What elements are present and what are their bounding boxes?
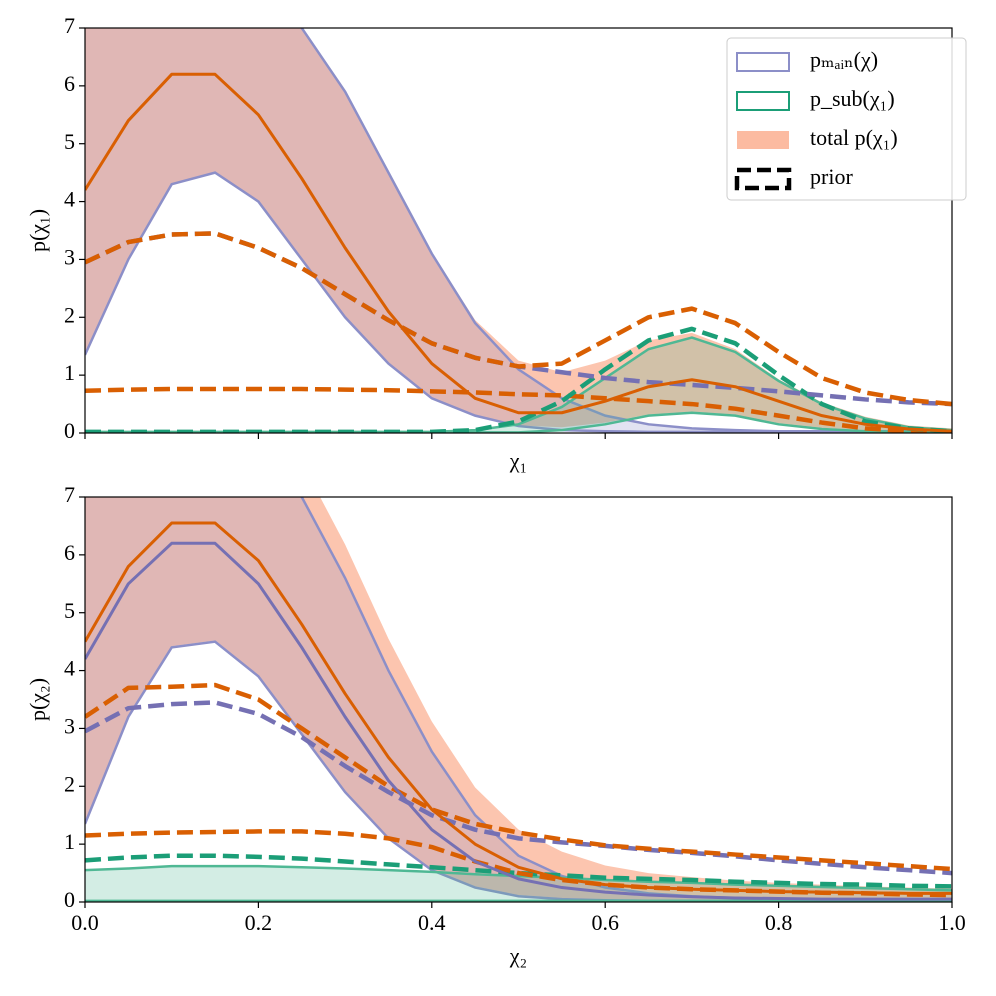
median-line bbox=[85, 521, 952, 895]
prior-line bbox=[85, 386, 952, 433]
x-tick-label: 0.0 bbox=[71, 910, 99, 935]
x-tick-label: 0.6 bbox=[591, 910, 619, 935]
y-tick-label: 7 bbox=[64, 482, 75, 507]
y-tick-label: 5 bbox=[64, 129, 75, 154]
y-tick-label: 4 bbox=[64, 187, 75, 212]
draws-fill bbox=[85, 28, 952, 432]
legend-box bbox=[726, 37, 967, 201]
legend-label: pₘₐᵢₙ(χ) bbox=[810, 47, 878, 72]
y-tick-label: 5 bbox=[64, 598, 75, 623]
x-tick-label: 0.4 bbox=[418, 910, 446, 935]
y-tick-label: 7 bbox=[64, 13, 75, 38]
y-tick-label: 1 bbox=[64, 360, 75, 385]
band-edge bbox=[85, 864, 952, 892]
median-line bbox=[85, 541, 952, 901]
band-edge bbox=[85, 171, 952, 433]
y-tick-label: 3 bbox=[64, 244, 75, 269]
x-axis-label: χ₂ bbox=[509, 943, 527, 968]
plot-area bbox=[85, 497, 952, 902]
y-tick-label: 0 bbox=[64, 887, 75, 912]
x-tick-label: 0.8 bbox=[765, 910, 793, 935]
y-axis-label: p(χ₂) bbox=[25, 678, 50, 721]
median-line bbox=[85, 72, 952, 433]
x-tick-label: 1.0 bbox=[938, 910, 966, 935]
prior-line bbox=[85, 700, 952, 876]
band-fill bbox=[85, 497, 952, 900]
legend-swatch bbox=[737, 131, 789, 149]
x-tick-label: 0.2 bbox=[245, 910, 273, 935]
legend-swatch bbox=[736, 52, 790, 72]
band-fill bbox=[85, 28, 952, 432]
y-tick-label: 6 bbox=[64, 540, 75, 565]
x-axis-label: χ₁ bbox=[509, 448, 527, 473]
y-tick-label: 3 bbox=[64, 713, 75, 738]
y-tick-label: 0 bbox=[64, 418, 75, 443]
legend-label: prior bbox=[810, 164, 853, 189]
legend: pₘₐᵢₙ(χ) p_sub(χ₁)total p(χ₁) prior bbox=[726, 37, 967, 201]
y-tick-label: 2 bbox=[64, 302, 75, 327]
legend-label: total p(χ₁) bbox=[810, 125, 898, 150]
draws-fill bbox=[85, 497, 952, 901]
legend-label: p_sub(χ₁) bbox=[810, 86, 895, 111]
prior-line bbox=[85, 853, 952, 889]
legend-swatch bbox=[734, 167, 792, 191]
axes-frame bbox=[84, 496, 953, 903]
y-tick-label: 2 bbox=[64, 771, 75, 796]
y-tick-label: 1 bbox=[64, 829, 75, 854]
legend-swatch bbox=[736, 91, 790, 111]
prior-line bbox=[85, 682, 952, 872]
axes-frame bbox=[84, 27, 953, 434]
y-tick-label: 4 bbox=[64, 656, 75, 681]
prior-line bbox=[85, 231, 952, 407]
y-axis-label: p(χ₁) bbox=[25, 209, 50, 252]
y-tick-label: 6 bbox=[64, 71, 75, 96]
